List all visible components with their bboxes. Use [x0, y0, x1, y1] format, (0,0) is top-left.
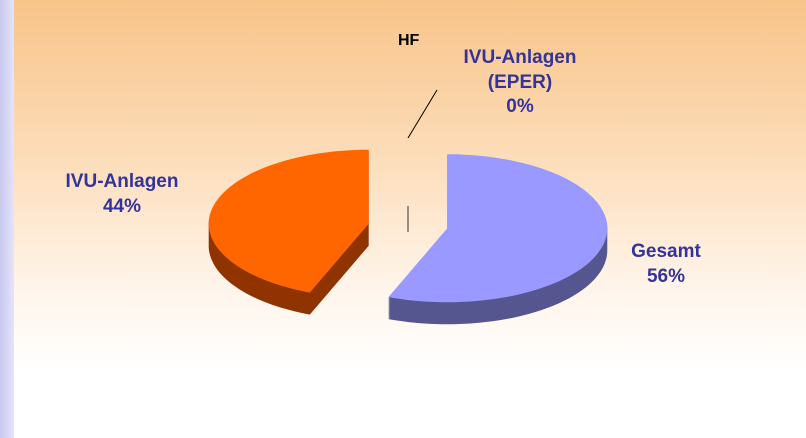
leader-line: [407, 89, 438, 139]
chart-title: HF: [398, 32, 420, 49]
slice-label: Gesamt 56%: [596, 240, 736, 289]
slice-label: IVU-Anlagen (EPER) 0%: [440, 46, 600, 120]
value-label: 56%: [646, 265, 686, 287]
slice: [388, 154, 608, 303]
slice: [208, 149, 369, 293]
category-label: Gesamt: [631, 241, 701, 262]
slice-label: IVU-Anlagen 44%: [42, 170, 202, 219]
category-label: IVU-Anlagen (EPER): [463, 47, 577, 93]
value-label: 44%: [102, 195, 142, 217]
category-label: IVU-Anlagen: [65, 171, 179, 192]
side-strip: [0, 0, 14, 438]
value-label: 0%: [506, 96, 534, 118]
